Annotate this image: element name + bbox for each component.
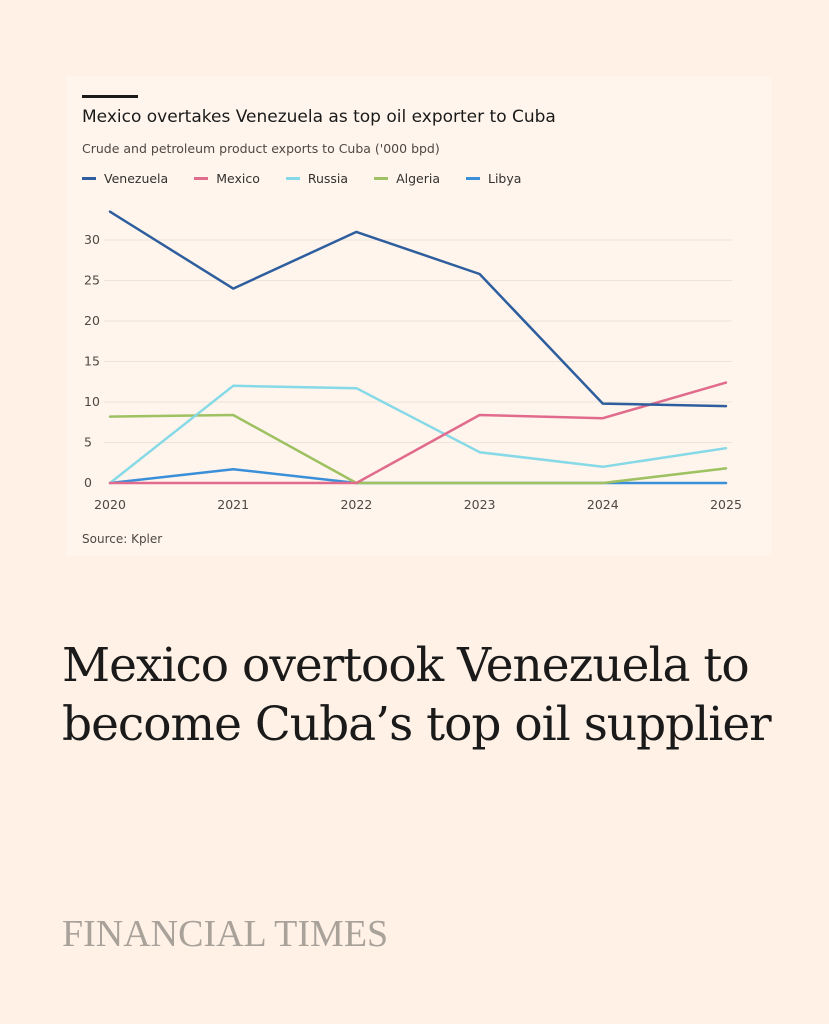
series-line-russia <box>108 384 728 485</box>
legend-label: Libya <box>488 171 522 186</box>
chart-source: Source: Kpler <box>82 532 163 546</box>
legend-label: Russia <box>307 171 349 186</box>
y-tick-label: 15 <box>84 354 100 369</box>
chart-legend: Venezuela Mexico Russia Algeria Libya <box>82 171 521 186</box>
series-line-venezuela <box>108 210 728 408</box>
y-tick-label: 0 <box>84 475 92 490</box>
headline: Mexico overtook Venezuela to become Cuba… <box>62 638 772 752</box>
series-line-mexico <box>108 381 728 485</box>
y-tick-label: 30 <box>84 232 100 247</box>
brand-wordmark: FINANCIAL TIMES <box>62 913 389 955</box>
legend-label: Venezuela <box>104 171 169 186</box>
chart-subtitle: Crude and petroleum product exports to C… <box>82 141 440 156</box>
legend-item-mexico: Mexico <box>194 171 260 186</box>
x-tick-label: 2023 <box>464 497 496 512</box>
x-tick-label: 2021 <box>217 497 249 512</box>
x-tick-label: 2025 <box>710 497 742 512</box>
series-line-libya <box>108 467 728 485</box>
x-tick-label: 2022 <box>340 497 372 512</box>
legend-label: Algeria <box>396 171 440 186</box>
y-tick-label: 20 <box>84 313 100 328</box>
legend-item-algeria: Algeria <box>374 171 440 186</box>
x-tick-label: 2024 <box>587 497 619 512</box>
legend-swatch <box>285 177 300 180</box>
y-tick-label: 25 <box>84 273 100 288</box>
legend-swatch <box>194 177 209 180</box>
x-tick-label: 2020 <box>94 497 126 512</box>
y-tick-label: 5 <box>84 435 92 450</box>
legend-label: Mexico <box>216 171 260 186</box>
legend-item-venezuela: Venezuela <box>82 171 168 186</box>
series-line-algeria <box>108 413 728 485</box>
legend-swatch <box>466 177 480 180</box>
legend-swatch <box>82 177 96 180</box>
chart-accent-bar <box>82 95 138 98</box>
legend-swatch <box>374 177 389 180</box>
legend-item-russia: Russia <box>285 171 349 186</box>
legend-item-libya: Libya <box>466 171 521 186</box>
y-tick-label: 10 <box>84 394 100 409</box>
chart-title: Mexico overtakes Venezuela as top oil ex… <box>82 107 556 127</box>
